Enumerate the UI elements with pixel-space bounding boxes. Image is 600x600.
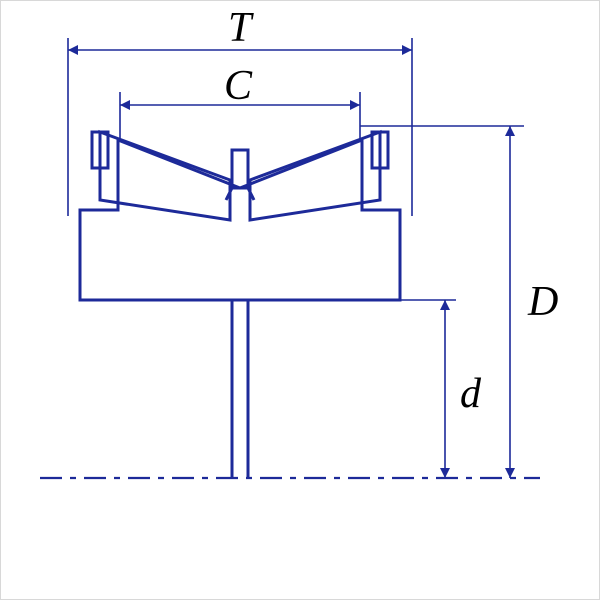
label-C: C: [224, 62, 252, 110]
label-d: d: [460, 370, 481, 418]
housing-outline: [80, 140, 400, 300]
center-pin: [232, 150, 248, 188]
label-T: T: [228, 4, 251, 52]
label-D: D: [528, 278, 558, 326]
